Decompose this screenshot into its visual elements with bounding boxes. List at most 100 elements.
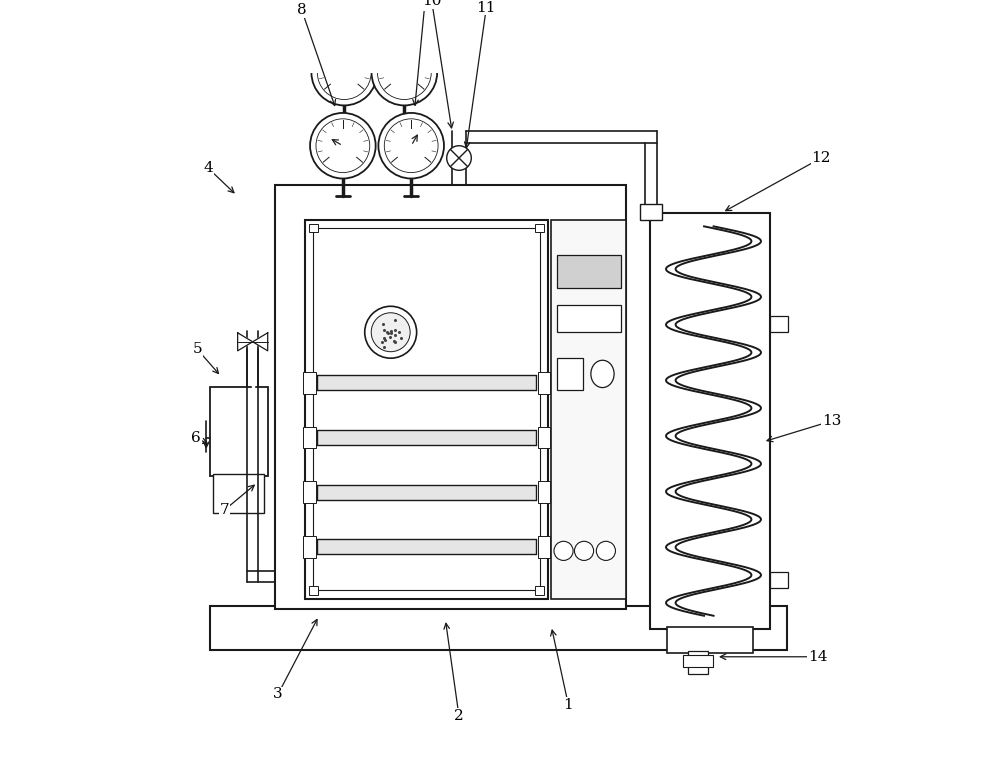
Point xyxy=(307,242,323,254)
Point xyxy=(526,245,542,258)
Point xyxy=(495,214,511,226)
Point xyxy=(488,274,504,287)
Point xyxy=(492,332,508,344)
Point xyxy=(286,505,302,517)
Point xyxy=(433,496,449,508)
Point xyxy=(422,439,438,451)
Point xyxy=(397,301,413,313)
Point xyxy=(299,541,315,553)
Point xyxy=(602,594,618,606)
Point xyxy=(506,411,522,423)
Point xyxy=(421,282,437,294)
Point xyxy=(474,502,490,515)
Point xyxy=(581,328,597,340)
Point xyxy=(444,624,460,636)
Text: 6: 6 xyxy=(191,431,201,445)
Point xyxy=(529,253,545,265)
Point xyxy=(563,273,579,285)
Point xyxy=(380,557,396,569)
Point xyxy=(311,231,327,243)
Text: 7: 7 xyxy=(220,503,229,517)
Circle shape xyxy=(447,146,471,170)
Point xyxy=(552,371,568,383)
Point xyxy=(456,433,472,445)
Point xyxy=(494,346,510,358)
Point xyxy=(294,399,310,411)
Point xyxy=(518,307,534,319)
Point xyxy=(400,635,416,648)
Point xyxy=(691,618,707,630)
Point xyxy=(448,361,464,373)
Point xyxy=(403,409,419,421)
Point xyxy=(426,242,442,254)
Point xyxy=(311,293,327,305)
Point xyxy=(562,611,578,623)
Point xyxy=(464,512,480,524)
Point xyxy=(311,606,327,618)
Point xyxy=(301,408,317,420)
Point xyxy=(372,443,388,455)
Point xyxy=(504,474,520,486)
Point xyxy=(690,631,706,643)
Point xyxy=(519,363,535,375)
Point xyxy=(758,636,774,648)
Point xyxy=(442,508,458,521)
Point xyxy=(491,619,507,632)
Point xyxy=(551,211,567,223)
Point xyxy=(261,617,277,629)
Point xyxy=(507,574,523,586)
Point xyxy=(349,386,365,398)
Point xyxy=(564,622,580,634)
Point xyxy=(596,282,612,294)
Point xyxy=(456,290,472,302)
Point xyxy=(286,454,302,467)
Point xyxy=(605,302,621,314)
Point xyxy=(441,568,457,580)
Point xyxy=(276,227,292,239)
Point xyxy=(387,573,403,585)
Point xyxy=(470,206,486,218)
Point xyxy=(249,635,265,647)
Point xyxy=(754,613,770,625)
Point xyxy=(485,563,501,575)
Point xyxy=(285,496,301,508)
Point xyxy=(631,613,647,625)
Point xyxy=(612,335,628,347)
Point xyxy=(483,239,499,252)
Point xyxy=(457,505,473,518)
Point xyxy=(493,579,509,591)
Point xyxy=(720,609,736,621)
Point xyxy=(427,185,443,198)
Point xyxy=(429,423,445,435)
Point xyxy=(419,622,435,634)
Point xyxy=(438,386,454,398)
Point xyxy=(595,509,611,521)
Bar xyxy=(317,540,536,554)
Point xyxy=(480,477,496,489)
Point xyxy=(559,335,575,347)
Point xyxy=(288,549,304,561)
Point xyxy=(284,569,300,581)
Point xyxy=(552,637,568,649)
Point xyxy=(606,612,622,624)
Point xyxy=(514,352,530,364)
Text: 12: 12 xyxy=(811,151,831,165)
Point xyxy=(421,258,437,271)
Point xyxy=(289,364,305,376)
Point xyxy=(517,419,533,431)
Point xyxy=(317,608,333,620)
Point xyxy=(360,359,376,371)
Point xyxy=(487,211,503,223)
Point xyxy=(387,243,403,255)
Point xyxy=(317,298,333,310)
Point xyxy=(467,549,483,561)
Point xyxy=(747,605,763,617)
Point xyxy=(497,487,513,499)
Point xyxy=(571,347,587,359)
Point xyxy=(260,630,276,642)
Point xyxy=(467,223,483,236)
Point xyxy=(360,613,376,625)
Point xyxy=(515,603,531,616)
Point xyxy=(286,446,302,458)
Point xyxy=(273,493,289,505)
